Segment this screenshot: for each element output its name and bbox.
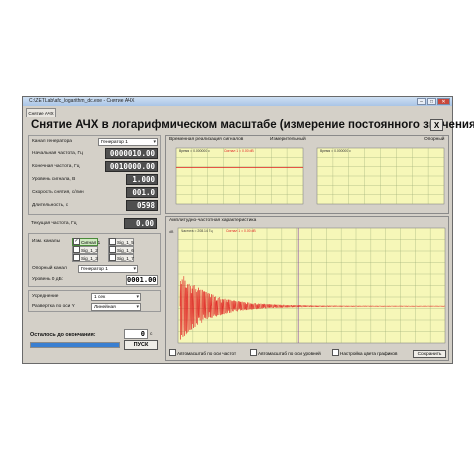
ref-plot-label: Опорный [424, 137, 445, 142]
generator-select[interactable]: Генератор 1 [98, 138, 158, 146]
time-plot-measure[interactable]: Время = 0.000000 с Сигнал 1 = 0.00 dB [168, 144, 306, 212]
duration-label: Длительность, с [32, 203, 69, 208]
close-button[interactable]: X [430, 119, 443, 131]
duration-field: 0598 [126, 200, 158, 211]
curfreq-field: 0.00 [124, 218, 157, 229]
speed-field[interactable]: 001.0 [126, 187, 158, 198]
time-legend: Время = 0.000000 с [179, 149, 210, 153]
app-window: C:\ZETLab\afc_logarithm_dc.exe - Снятие … [22, 96, 474, 364]
zero-level-label: Уровень 0 дБ: [32, 277, 64, 282]
remaining-unit: с [150, 332, 153, 337]
avg-select[interactable]: 1 сек [91, 293, 141, 301]
ref-channel-label: Опорный канал [32, 266, 67, 271]
channel-toggle[interactable]: Sig_1_2 [72, 246, 98, 254]
channel-toggle[interactable]: Sig_1_7 [108, 254, 134, 262]
channel-label: Sig_1_6 [117, 248, 134, 253]
level-field[interactable]: 1.000 [126, 174, 158, 185]
generator-group: Канал генератора Генератор 1 Начальная ч… [28, 135, 161, 215]
signal-legend: Сигнал 1 = 0.00 dB [224, 149, 254, 153]
ref-channel-select[interactable]: Генератор 1 [78, 265, 138, 273]
channel-label: Сигнал 1 [81, 240, 101, 245]
fend-field[interactable]: 0010000.00 [105, 161, 158, 172]
start-button[interactable]: ПУСК [124, 340, 158, 350]
channel-label: Sig_1_5 [117, 240, 134, 245]
yaxis-label: Развертка по оси Y [32, 304, 75, 309]
channel-checkbox[interactable] [73, 254, 80, 262]
time-legend-ref: Время = 0.000000 с [320, 149, 351, 153]
time-plot-reference[interactable]: Время = 0.000000 с [309, 144, 447, 212]
afc-plot-title: Амплитудно-частотная характеристика [169, 218, 257, 223]
channel-toggle[interactable]: Sig_1_6 [108, 246, 134, 254]
averaging-group: Усреднение 1 сек Развертка по оси Y Лине… [28, 290, 161, 312]
progress-fill [31, 343, 119, 347]
auto-freq-box[interactable] [169, 349, 176, 357]
channel-checkbox[interactable] [109, 246, 116, 254]
auto-level-box[interactable] [250, 349, 257, 357]
maximize-icon[interactable]: □ [427, 98, 436, 105]
channel-label: Sig_1_2 [81, 248, 98, 253]
channels-label: Изм. каналы [32, 239, 61, 244]
channel-toggle[interactable]: Sig_1_3 [72, 254, 98, 262]
time-plot-title: Временная реализация сигналов [169, 137, 244, 142]
channel-toggle[interactable]: ✓ Сигнал 1 [72, 238, 101, 246]
remaining-label: Осталось до окончания: [30, 332, 96, 338]
fend-label: Конечная частота, Гц [32, 164, 80, 169]
afc-plot-panel: Амплитудно-частотная характеристика dB Ча… [165, 216, 449, 361]
afc-trace [179, 276, 446, 340]
avg-label: Усреднение [32, 294, 59, 299]
channel-label: Sig_1_3 [81, 256, 98, 261]
minimize-icon[interactable]: – [417, 98, 426, 105]
fstart-field[interactable]: 0000010.00 [105, 148, 158, 159]
colors-checkbox[interactable]: Настройка цвета графиков [332, 349, 397, 358]
channels-group: Изм. каналы ✓ Сигнал 1 Sig_1_5 Sig_1_2 Sig_1… [28, 233, 161, 287]
channel-checkbox[interactable] [73, 246, 80, 254]
close-window-icon[interactable]: ✕ [437, 98, 450, 105]
save-button[interactable]: Сохранить [413, 350, 446, 358]
channel-toggle[interactable]: Sig_1_5 [108, 238, 134, 246]
auto-level-checkbox[interactable]: Автомасштаб по оси уровней [250, 349, 321, 358]
tab-afc[interactable]: Снятие АЧХ [26, 108, 56, 117]
time-plot-panel: Временная реализация сигналов Измеритель… [165, 135, 449, 214]
auto-freq-checkbox[interactable]: Автомасштаб по оси частот [169, 349, 236, 358]
window-title: C:\ZETLab\afc_logarithm_dc.exe - Снятие … [29, 98, 135, 104]
yaxis-select[interactable]: Линейная [91, 303, 141, 311]
page-title: Снятие АЧХ в логарифмическом масштабе (и… [31, 119, 474, 131]
zero-level-field[interactable]: 0001.00 [126, 275, 158, 285]
speed-label: Скорость снятия, с/лин [32, 190, 84, 195]
curfreq-label: Текущая частота, Гц [31, 221, 77, 226]
progress-bar [30, 342, 120, 348]
title-bar: C:\ZETLab\afc_logarithm_dc.exe - Снятие … [23, 97, 452, 106]
channel-checkbox[interactable] [109, 238, 116, 246]
channel-checkbox[interactable]: ✓ [73, 238, 80, 246]
channel-label: Sig_1_7 [117, 256, 134, 261]
level-label: Уровень сигнала, В [32, 177, 76, 182]
generator-label: Канал генератора [32, 139, 72, 144]
afc-signal-legend: Сигнал 1 = 0.00 dB [226, 229, 256, 233]
fstart-label: Начальная частота, Гц [32, 151, 83, 156]
afc-unit-label: dB [169, 230, 174, 234]
channel-checkbox[interactable] [109, 254, 116, 262]
colors-box[interactable] [332, 349, 339, 357]
remaining-field: 0 [124, 329, 148, 339]
afc-plot[interactable]: dB Частота = 208.14 Гц Сигнал 1 = 0.00 dB [168, 225, 448, 349]
measure-label: Измерительный [270, 137, 306, 142]
afc-freq-legend: Частота = 208.14 Гц [181, 229, 213, 233]
